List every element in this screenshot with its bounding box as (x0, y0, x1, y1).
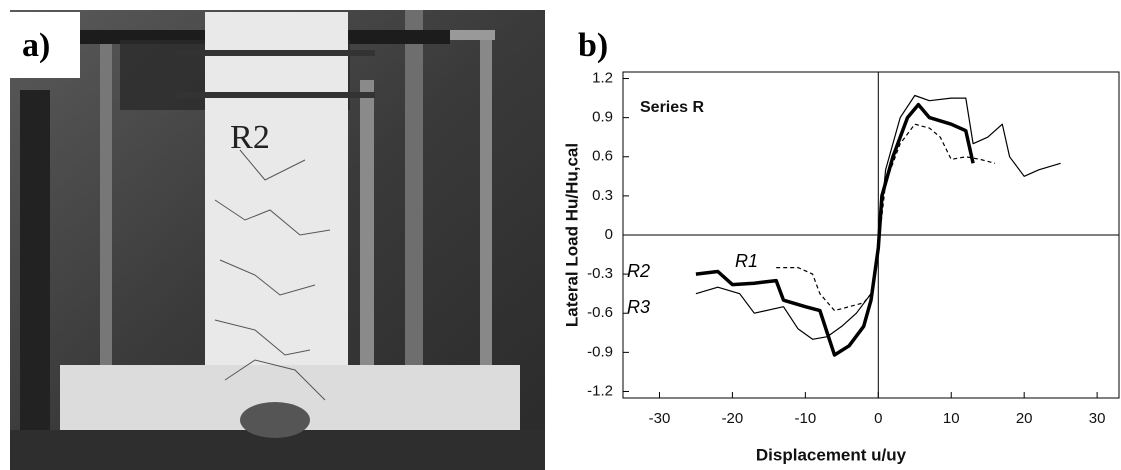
y-tick-label: 0 (605, 226, 613, 243)
specimen-label: R2 (230, 119, 270, 156)
photo: R2 a) (10, 10, 545, 470)
x-tick-label: 0 (874, 410, 882, 427)
series-label: R3 (627, 297, 650, 317)
y-tick-label: 0.6 (592, 148, 613, 165)
series-label: R1 (735, 251, 758, 271)
y-tick-label: -0.3 (587, 265, 613, 282)
y-tick-label: 0.9 (592, 109, 613, 126)
frame-post (405, 10, 423, 470)
frame-post (100, 40, 112, 470)
panel-label: a) (22, 27, 50, 64)
panel-label-box (10, 12, 80, 78)
y-axis-label: Lateral Load Hu/Hu,cal (562, 143, 581, 327)
crack-lines (214, 149, 331, 401)
x-tick-label: 30 (1089, 410, 1106, 427)
crushed-toe (240, 402, 310, 438)
panel-label: b) (578, 27, 608, 64)
annotation: Series R (640, 99, 704, 116)
chart: b) 1.2 0.9 0.6 0.3 0 -0.3 -0.6 -0.9 -1.2 -30 -20 -1… (550, 12, 1120, 464)
y-tick-label: 0.3 (592, 187, 613, 204)
clamp-rod (175, 50, 375, 56)
x-tick-label: 20 (1016, 410, 1033, 427)
y-tick-label: -0.9 (587, 343, 613, 360)
frame-beam (440, 30, 495, 40)
x-tick-label: -10 (795, 410, 817, 427)
x-tick-label: -20 (722, 410, 744, 427)
y-tick-label: 1.2 (592, 69, 613, 86)
series-line (695, 94, 1061, 340)
x-tick-label: 10 (943, 410, 960, 427)
panel-label-box (550, 12, 635, 70)
clamp-rod (175, 92, 375, 98)
x-axis-label: Displacement u/uy (756, 445, 907, 464)
frame-post (480, 40, 492, 470)
series-label: R2 (627, 261, 650, 281)
series-line (776, 123, 996, 312)
frame-post (20, 90, 50, 470)
y-tick-label: -1.2 (587, 382, 613, 399)
series-line (695, 102, 975, 357)
x-tick-label: -30 (649, 410, 671, 427)
y-tick-label: -0.6 (587, 304, 613, 321)
